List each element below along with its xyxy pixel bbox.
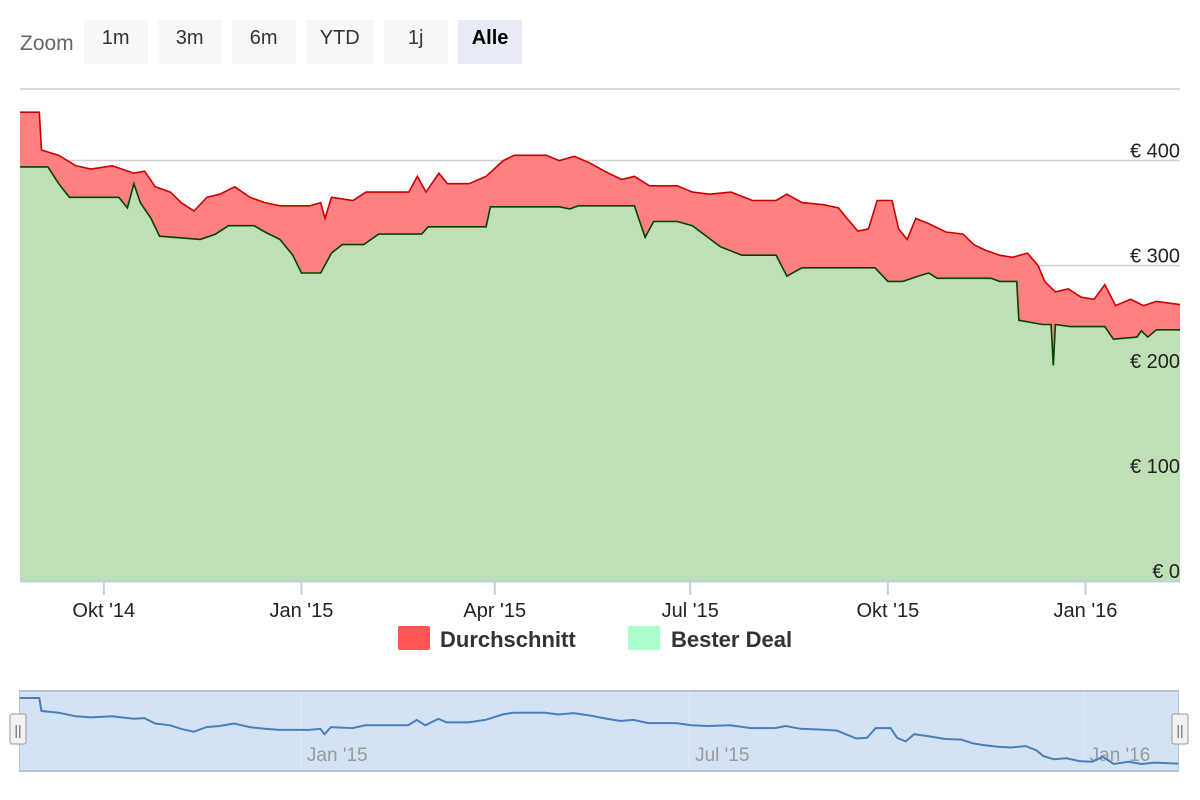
navigator-ticks: Jan '15 Jul '15 Jan '16 xyxy=(300,692,1151,770)
zoom-button-1m[interactable]: 1m xyxy=(83,20,148,64)
legend-item-bester-deal[interactable]: Bester Deal xyxy=(628,626,792,652)
zoom-label: Zoom xyxy=(20,32,74,55)
zoom-separator xyxy=(20,88,1180,90)
legend: Durchschnitt Bester Deal xyxy=(398,626,792,652)
x-tick-label: Jul '15 xyxy=(662,600,719,622)
x-tick-label: Okt '14 xyxy=(72,600,135,622)
zoom-button-ytd[interactable]: YTD xyxy=(305,20,374,64)
navigator-handle-right-grip: || xyxy=(1176,722,1183,738)
y-tick-label: € 100 xyxy=(1130,456,1180,478)
x-tick-label: Jan '16 xyxy=(1054,600,1118,622)
series-area-bester-deal xyxy=(20,166,1180,581)
x-tick-label: Apr '15 xyxy=(463,600,526,622)
legend-item-durchschnitt[interactable]: Durchschnitt xyxy=(398,626,576,652)
series-line-durchschnitt xyxy=(20,111,1181,307)
navigator-selection[interactable] xyxy=(20,692,1178,770)
y-tick-label: € 300 xyxy=(1130,246,1180,268)
y-axis-tick-labels: € 0 € 100 € 200 € 300 € 400 xyxy=(1130,141,1180,583)
x-tick-label: Okt '15 xyxy=(856,600,919,622)
y-tick-label: € 400 xyxy=(1130,141,1180,163)
legend-label-durchschnitt: Durchschnitt xyxy=(440,627,576,652)
zoom-button-alle[interactable]: Alle xyxy=(457,20,523,64)
navigator[interactable]: Jan '15 Jul '15 Jan '16 || || xyxy=(9,690,1189,772)
navigator-handle-right[interactable]: || xyxy=(1171,713,1189,745)
navigator-series-line xyxy=(20,697,1179,766)
y-tick-label: € 0 xyxy=(1152,561,1180,583)
x-tick-label: Jan '15 xyxy=(269,600,333,622)
navigator-handle-left-body xyxy=(9,713,27,745)
zoom-button-3m[interactable]: 3m xyxy=(157,20,222,64)
y-tick-label: € 200 xyxy=(1130,351,1180,373)
zoom-button-1j[interactable]: 1j xyxy=(383,20,448,64)
zoom-bar: Zoom 1m 3m 6m YTD 1j Alle xyxy=(20,20,532,64)
navigator-tick-label: Jan '15 xyxy=(307,745,368,766)
navigator-handle-left-grip: || xyxy=(14,722,21,738)
series-line-bester-deal xyxy=(20,166,1180,366)
navigator-tick-label: Jan '16 xyxy=(1090,745,1151,766)
x-axis-ticks: Okt '14 Jan '15 Apr '15 Jul '15 Okt '15 Jan '… xyxy=(72,581,1117,622)
navigator-handle-left[interactable]: || xyxy=(9,713,27,745)
legend-label-bester-deal: Bester Deal xyxy=(671,627,792,652)
legend-swatch-bester-deal xyxy=(628,626,660,650)
series-areas xyxy=(20,111,1181,581)
legend-swatch-durchschnitt xyxy=(398,626,430,650)
navigator-tick-label: Jul '15 xyxy=(695,745,749,766)
zoom-button-6m[interactable]: 6m xyxy=(231,20,296,64)
navigator-handle-right-body xyxy=(1171,713,1189,745)
